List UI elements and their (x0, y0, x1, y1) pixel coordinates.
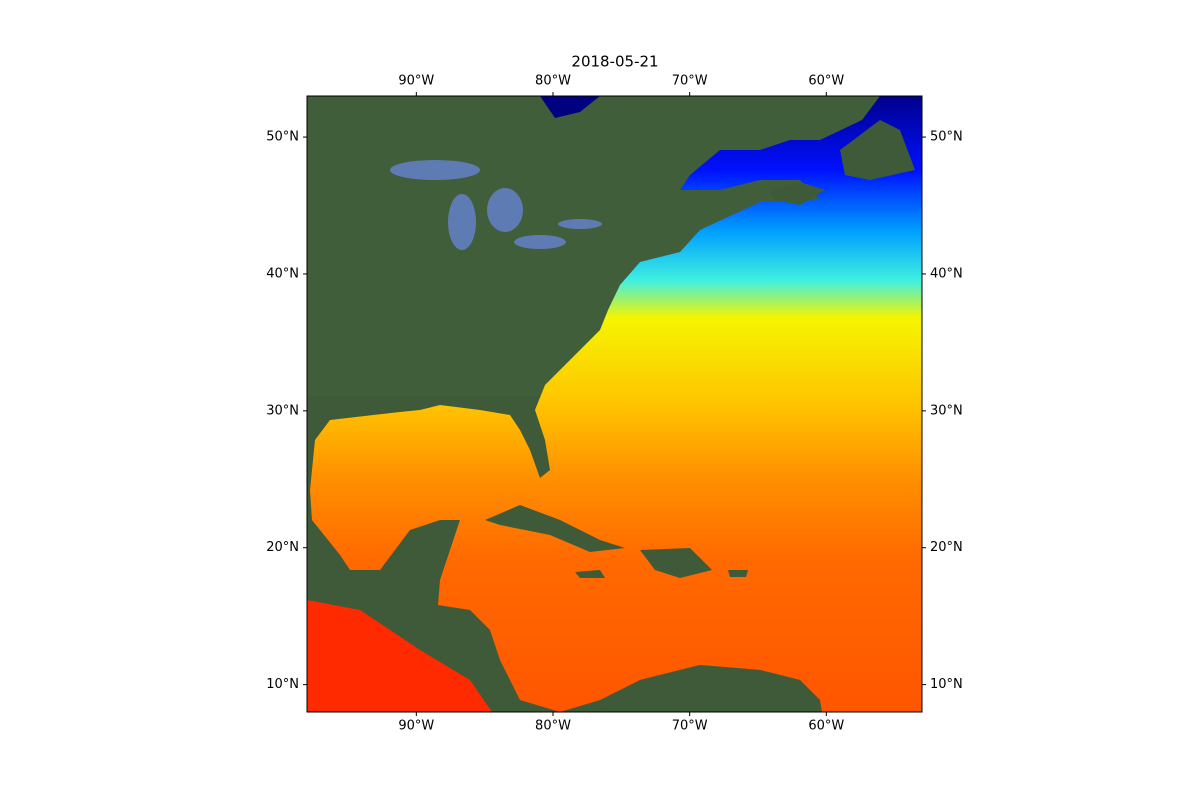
y-tick-label-left: 30°N (266, 403, 299, 418)
x-tick-label-top: 80°W (535, 74, 571, 89)
y-tick-label-left: 50°N (266, 130, 299, 145)
y-tick-label-right: 20°N (930, 540, 963, 555)
x-tick-label-top: 70°W (672, 74, 708, 89)
x-tick-label-bottom: 70°W (672, 719, 708, 734)
y-tick-label-right: 40°N (930, 266, 963, 281)
x-tick-label-top: 90°W (398, 74, 434, 89)
y-tick-label-left: 20°N (266, 540, 299, 555)
x-tick-label-bottom: 80°W (535, 719, 571, 734)
map-frame (306, 95, 923, 713)
y-tick-label-left: 40°N (266, 266, 299, 281)
y-tick-label-right: 30°N (930, 403, 963, 418)
y-tick-label-right: 10°N (930, 677, 963, 692)
y-tick-label-left: 10°N (266, 677, 299, 692)
map-title: 2018-05-21 (571, 53, 658, 71)
map-imagery (307, 96, 922, 712)
x-tick-label-bottom: 90°W (398, 719, 434, 734)
x-tick-label-top: 60°W (808, 74, 844, 89)
x-tick-label-bottom: 60°W (808, 719, 844, 734)
y-tick-label-right: 50°N (930, 130, 963, 145)
